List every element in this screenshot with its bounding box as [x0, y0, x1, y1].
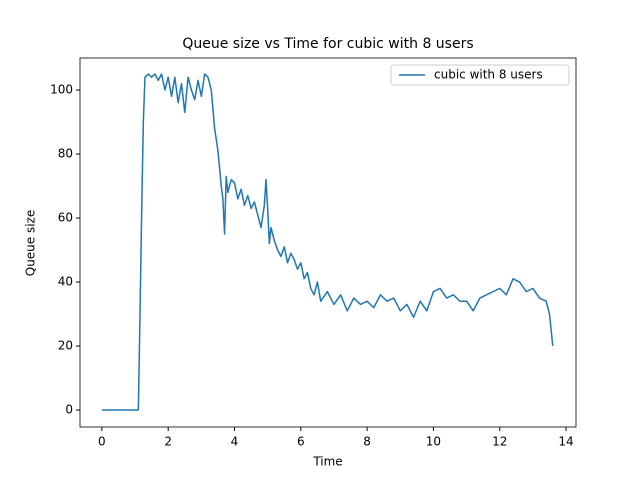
x-tick-label: 14	[558, 435, 573, 449]
x-tick-label: 4	[231, 435, 239, 449]
y-tick-label: 80	[58, 147, 73, 161]
chart-title: Queue size vs Time for cubic with 8 user…	[182, 36, 473, 52]
legend-box	[390, 64, 570, 86]
y-tick-label: 100	[50, 83, 73, 97]
y-axis-label: Queue size	[24, 210, 38, 277]
y-tick-label: 40	[58, 275, 73, 289]
x-tick-label: 2	[164, 435, 172, 449]
x-tick-label: 0	[98, 435, 106, 449]
x-tick-label: 8	[363, 435, 371, 449]
y-tick-label: 60	[58, 211, 73, 225]
y-tick-label: 0	[65, 403, 73, 417]
y-tick-label: 20	[58, 339, 73, 353]
x-tick-label: 12	[492, 435, 507, 449]
x-tick-label: 10	[426, 435, 441, 449]
plot-frame	[79, 57, 577, 428]
x-tick-label: 6	[297, 435, 305, 449]
x-axis-label: Time	[312, 455, 342, 469]
data-line	[101, 73, 554, 411]
legend-label: cubic with 8 users	[434, 68, 543, 82]
